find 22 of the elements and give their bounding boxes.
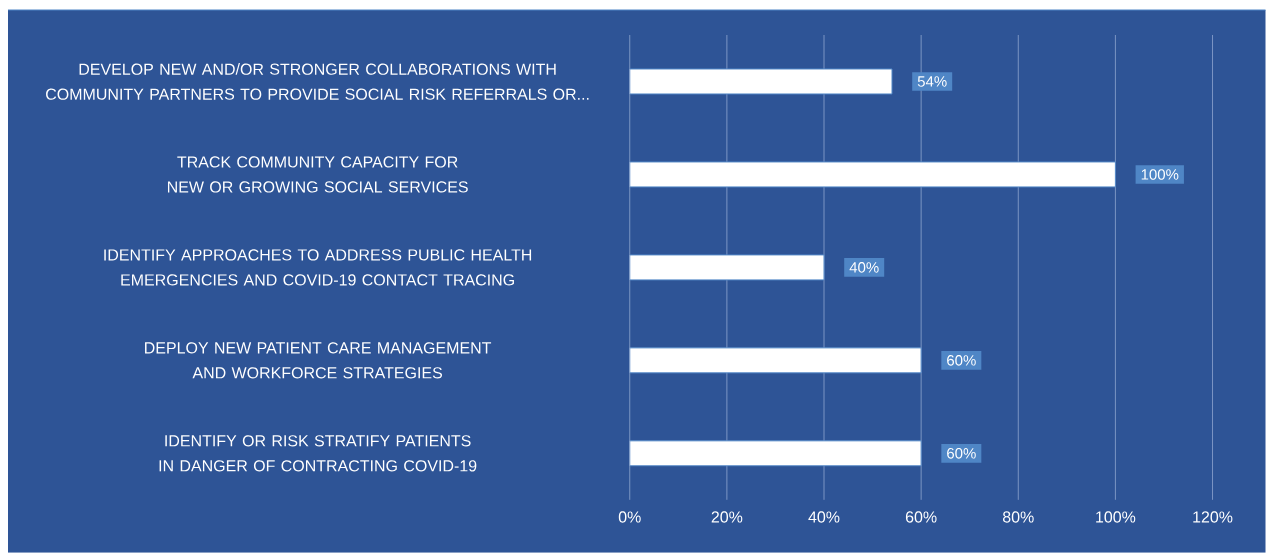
bar xyxy=(629,161,1116,188)
bar xyxy=(629,254,825,281)
bar xyxy=(629,347,922,374)
x-tick-label: 40% xyxy=(808,511,840,523)
x-tick-label: 60% xyxy=(905,511,937,523)
y-tick-label: TRACK COMMUNITY CAPACITY FOR NEW OR GROWING SOCIAL SERVICES xyxy=(167,156,468,193)
x-tick-label: 120% xyxy=(1193,511,1233,523)
x-tick-label: 80% xyxy=(1002,511,1034,523)
y-tick-label: IDENTIFY APPROACHES TO ADDRESS PUBLIC HEALTH EMERGENCIES AND COVID-19 CONTACT TRACING xyxy=(104,249,532,286)
bar xyxy=(629,440,922,467)
y-tick-label: IDENTIFY OR RISK STRATIFY PATIENTS IN DANGER OF CONTRACTING COVID-19 xyxy=(159,435,477,472)
y-tick-label: DEVELOP NEW AND/OR STRONGER COLLABORATIONS WITH COMMUNITY PARTNERS TO PROVIDE SOCIAL RISK REFERRALS OR... xyxy=(46,63,589,100)
x-tick-label: 20% xyxy=(711,511,743,523)
data-label: 40% xyxy=(849,262,879,273)
y-tick-label: DEPLOY NEW PATIENT CARE MANAGEMENT AND WORKFORCE STRATEGIES xyxy=(145,342,492,379)
x-tick-label: 100% xyxy=(1096,511,1136,523)
x-tick-label: 0% xyxy=(618,511,641,523)
data-label: 60% xyxy=(947,448,976,459)
data-label: 100% xyxy=(1141,169,1179,180)
data-label: 60% xyxy=(947,355,976,366)
data-label: 54% xyxy=(917,76,947,87)
bar xyxy=(629,68,893,95)
